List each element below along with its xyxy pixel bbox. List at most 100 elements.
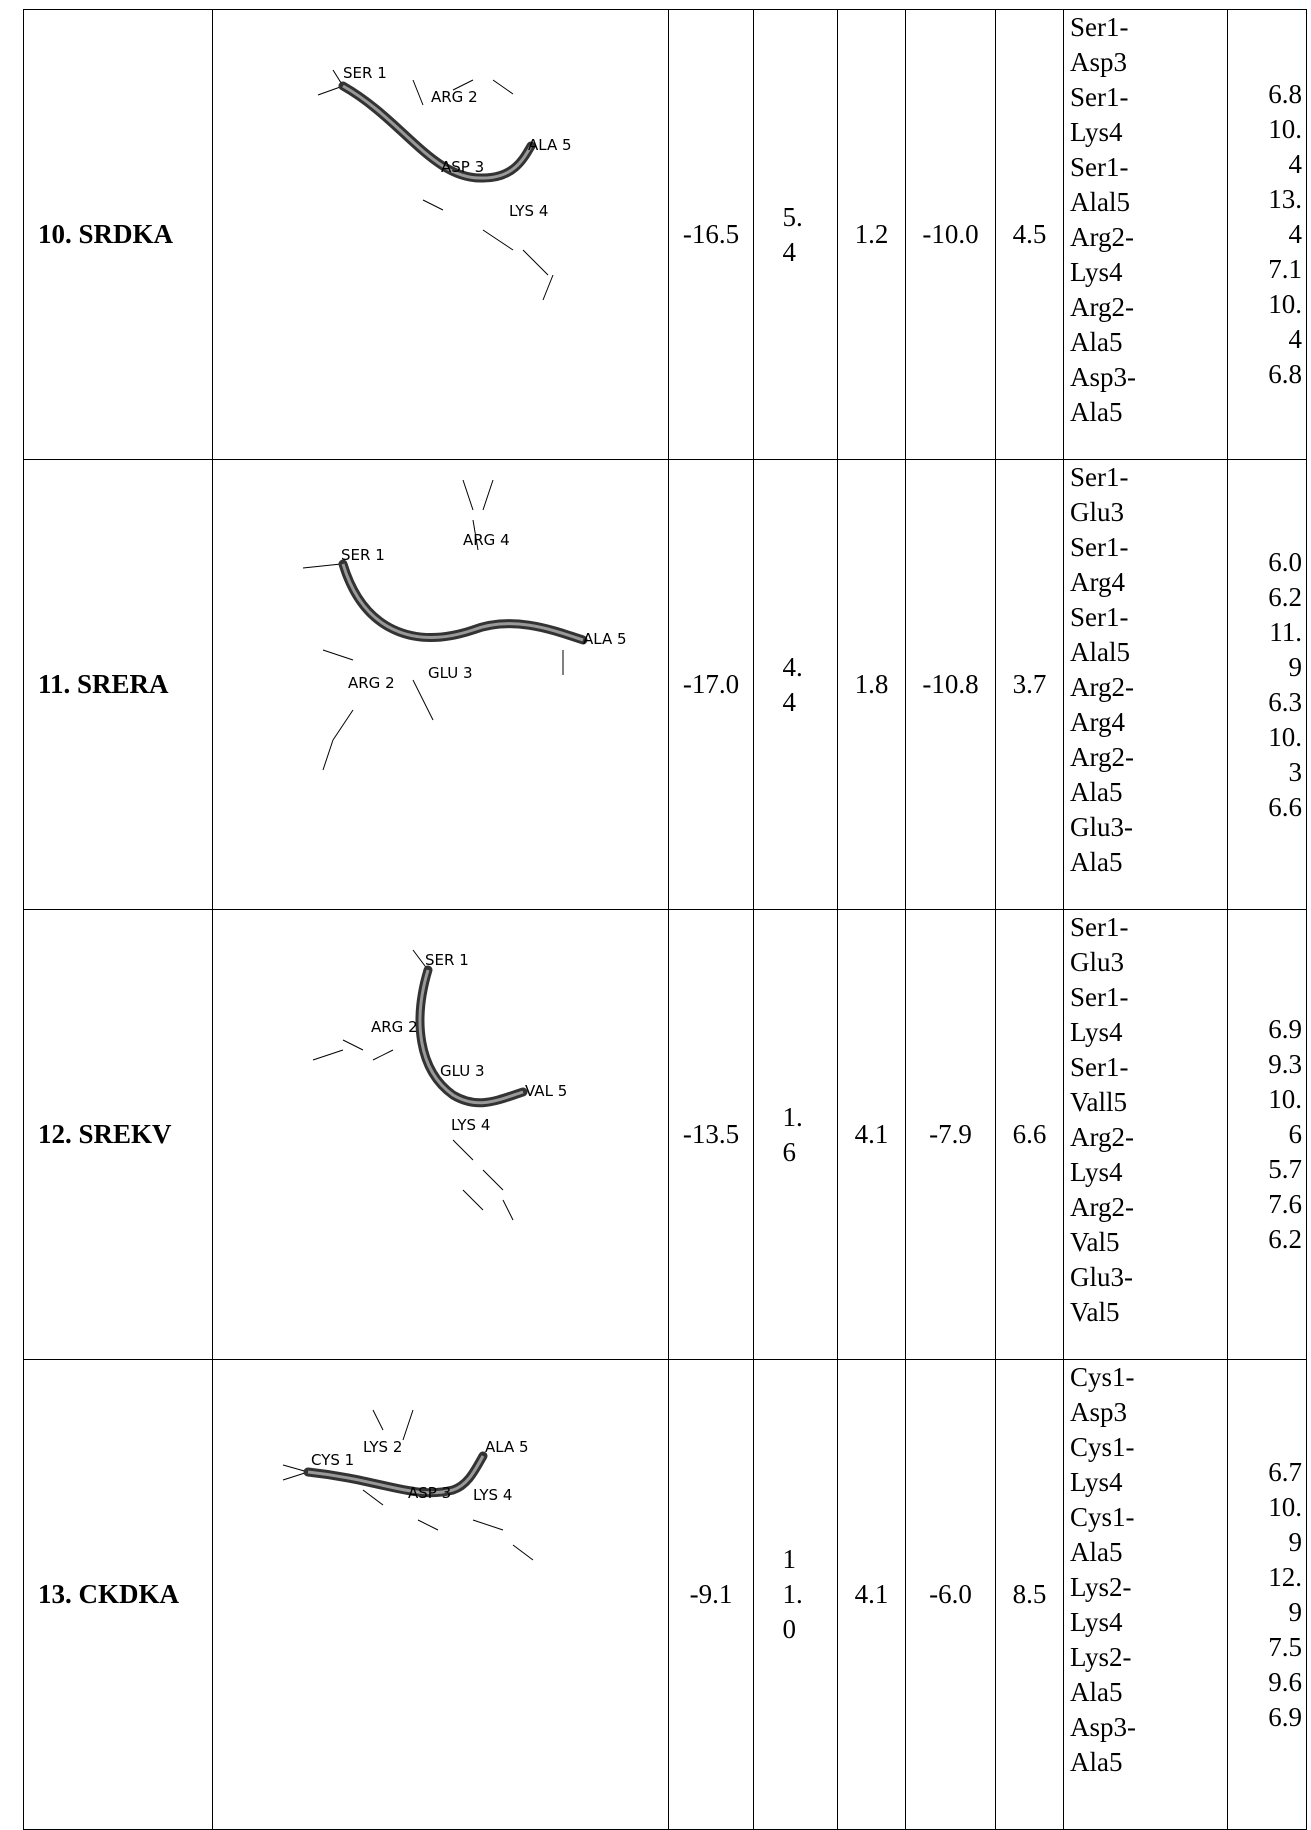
peptide-name: 12. SREKV xyxy=(24,910,213,1360)
distance: 6.6 xyxy=(1262,790,1302,825)
peptide-name: 11. SRERA xyxy=(24,460,213,910)
side-chain xyxy=(503,1200,513,1220)
distance: 12.9 xyxy=(1262,1560,1302,1630)
value-cell: 1.6 xyxy=(754,910,838,1360)
residue-pair: Glu3-Ala5 xyxy=(1070,810,1158,880)
peptide-name: 10. SRDKA xyxy=(24,10,213,460)
value-cell: -9.1 xyxy=(669,1360,754,1830)
structure-cell: SER 1ARG 2GLU 3VAL 5LYS 4 xyxy=(213,910,669,1360)
value: -6.0 xyxy=(929,1579,972,1609)
residue-label: LYS 4 xyxy=(451,1116,490,1134)
side-chain xyxy=(463,480,473,510)
distance: 10.9 xyxy=(1262,1490,1302,1560)
residue-label: LYS 4 xyxy=(473,1486,512,1504)
peptide-structure: SER 1ARG 2GLU 3VAL 5LYS 4 xyxy=(213,910,668,1350)
residue-pair: Ser1-Lys4 xyxy=(1070,980,1158,1050)
value-cell: 4.4 xyxy=(754,460,838,910)
distance: 6.8 xyxy=(1262,77,1302,112)
value: 4.4 xyxy=(783,650,809,720)
side-chain xyxy=(473,1520,503,1530)
residue-pair: Glu3-Val5 xyxy=(1070,1260,1158,1330)
distance: 7.1 xyxy=(1262,252,1302,287)
value-cell: -10.0 xyxy=(906,10,996,460)
value: 4.5 xyxy=(1013,219,1047,249)
residue-label: ARG 2 xyxy=(348,674,395,692)
distance: 5.7 xyxy=(1262,1152,1302,1187)
side-chain xyxy=(363,1490,383,1505)
table-row: 12. SREKVSER 1ARG 2GLU 3VAL 5LYS 4-13.51… xyxy=(24,910,1307,1360)
value: 11.0 xyxy=(783,1542,809,1647)
value-cell: -6.0 xyxy=(906,1360,996,1830)
distance: 6.2 xyxy=(1262,580,1302,615)
value: 8.5 xyxy=(1013,1579,1047,1609)
distance: 6.0 xyxy=(1262,545,1302,580)
side-chain xyxy=(303,564,341,568)
value: 5.4 xyxy=(783,200,809,270)
value: 1.8 xyxy=(855,669,889,699)
value: 6.6 xyxy=(1013,1119,1047,1149)
side-chain xyxy=(418,1520,438,1530)
distance: 10.3 xyxy=(1262,720,1302,790)
value: 1.2 xyxy=(855,219,889,249)
residue-label: ASP 3 xyxy=(441,158,484,176)
distance: 6.2 xyxy=(1262,1222,1302,1257)
residue-pair: Arg2-Val5 xyxy=(1070,1190,1158,1260)
side-chain xyxy=(403,1410,413,1440)
distance: 10.4 xyxy=(1262,112,1302,182)
value-cell: 4.5 xyxy=(996,10,1064,460)
distance: 7.6 xyxy=(1262,1187,1302,1222)
residue-pair: Cys1-Lys4 xyxy=(1070,1430,1158,1500)
side-chain xyxy=(463,1190,483,1210)
residue-label: LYS 2 xyxy=(363,1438,402,1456)
residue-pair: Arg2-Lys4 xyxy=(1070,220,1158,290)
distance: 6.3 xyxy=(1262,685,1302,720)
peptide-structure: CYS 1LYS 2ALA 5ASP 3LYS 4 xyxy=(213,1370,668,1810)
residue-label: ALA 5 xyxy=(528,136,572,154)
value-cell: 6.6 xyxy=(996,910,1064,1360)
distance: 11.9 xyxy=(1262,615,1302,685)
distance: 9.3 xyxy=(1262,1047,1302,1082)
value-cell: 4.1 xyxy=(838,1360,906,1830)
value-cell: 5.4 xyxy=(754,10,838,460)
residue-label: ALA 5 xyxy=(583,630,627,648)
residue-pair: Cys1-Ala5 xyxy=(1070,1500,1158,1570)
residue-pair: Ser1-Glu3 xyxy=(1070,910,1158,980)
page-body: 10. SRDKASER 1ARG 2ASP 3ALA 5LYS 4-16.55… xyxy=(0,0,1311,1775)
residue-pair: Lys2-Ala5 xyxy=(1070,1640,1158,1710)
value: -17.0 xyxy=(683,669,739,699)
residue-label: CYS 1 xyxy=(311,1451,354,1469)
value-cell: 3.7 xyxy=(996,460,1064,910)
value-cell: 1.8 xyxy=(838,460,906,910)
residue-label: ARG 2 xyxy=(371,1018,418,1036)
residue-label: VAL 5 xyxy=(525,1082,567,1100)
value-cell: 4.1 xyxy=(838,910,906,1360)
value-cell: -17.0 xyxy=(669,460,754,910)
side-chain xyxy=(333,710,353,740)
side-chain xyxy=(483,480,493,510)
side-chain xyxy=(323,740,333,770)
residue-pair: Ser1-Alal5 xyxy=(1070,600,1158,670)
residue-label: ARG 4 xyxy=(463,531,510,549)
residue-pair: Ser1-Glu3 xyxy=(1070,460,1158,530)
value-cell: -16.5 xyxy=(669,10,754,460)
side-chain xyxy=(483,1170,503,1190)
value: -13.5 xyxy=(683,1119,739,1149)
residue-pair: Ser1-Alal5 xyxy=(1070,150,1158,220)
side-chain xyxy=(343,1040,363,1050)
distance: 7.5 xyxy=(1262,1630,1302,1665)
distance: 13.4 xyxy=(1262,182,1302,252)
value-cell: -7.9 xyxy=(906,910,996,1360)
residue-label: LYS 4 xyxy=(509,202,548,220)
residue-pair: Ser1-Arg4 xyxy=(1070,530,1158,600)
peptide-name: 13. CKDKA xyxy=(24,1360,213,1830)
